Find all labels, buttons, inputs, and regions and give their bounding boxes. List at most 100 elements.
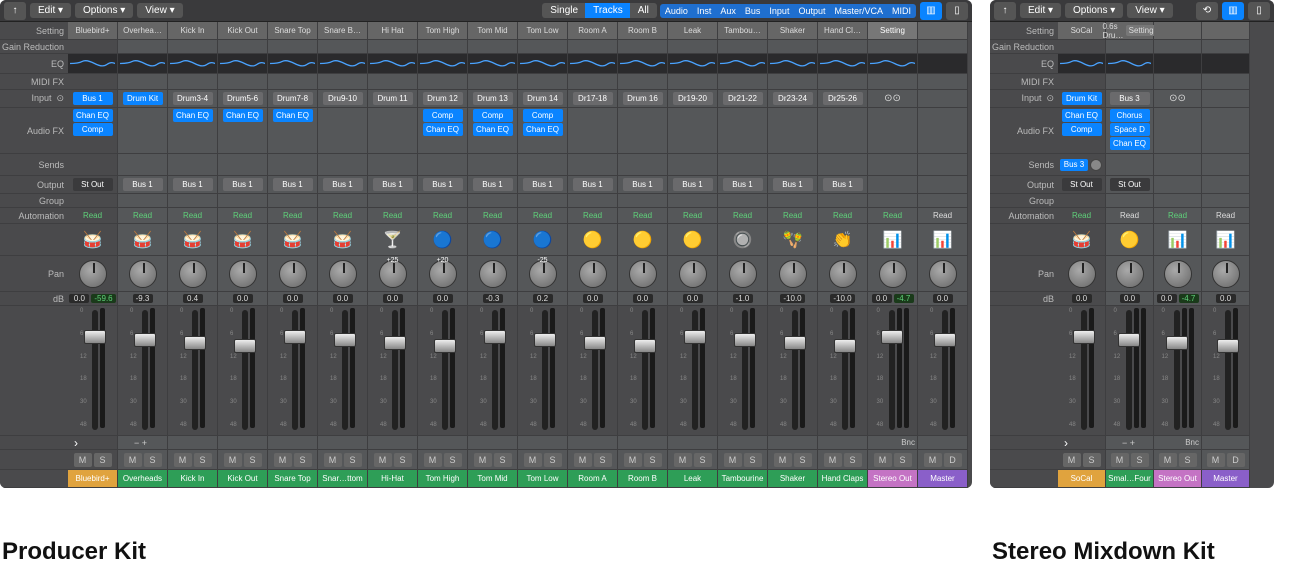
audiofx-slot[interactable]: Chorus xyxy=(1110,109,1150,122)
input-cell[interactable]: Dr19-20 xyxy=(668,90,717,108)
mute-button[interactable]: M xyxy=(924,453,942,467)
group-cell[interactable] xyxy=(868,194,917,208)
track-name[interactable]: Tom Low xyxy=(518,470,567,488)
output-cell[interactable]: Bus 1 xyxy=(568,176,617,194)
mute-button[interactable]: M xyxy=(174,453,192,467)
output-cell[interactable]: St Out xyxy=(1058,176,1105,194)
fader[interactable]: 0612183048 xyxy=(1058,306,1105,436)
group-cell[interactable] xyxy=(1202,194,1249,208)
midifx-cell[interactable] xyxy=(418,74,467,90)
eq-display[interactable] xyxy=(68,54,117,74)
solo-button[interactable]: S xyxy=(1131,453,1149,467)
filter-inst[interactable]: Inst xyxy=(692,4,717,18)
pan-knob[interactable] xyxy=(568,256,617,292)
eq-display[interactable] xyxy=(418,54,467,74)
group-cell[interactable] xyxy=(1154,194,1201,208)
pan-knob[interactable] xyxy=(168,256,217,292)
setting-cell[interactable] xyxy=(1202,22,1249,40)
track-name[interactable]: Stereo Out xyxy=(868,470,917,488)
midifx-cell[interactable] xyxy=(68,74,117,90)
fader[interactable]: 0612183048 xyxy=(568,306,617,436)
setting-cell[interactable]: 0.6s Dru… Setting xyxy=(1106,22,1153,40)
mute-button[interactable]: M xyxy=(424,453,442,467)
audiofx-slot[interactable]: Chan EQ xyxy=(273,109,313,122)
filter-output[interactable]: Output xyxy=(793,4,830,18)
input-cell[interactable]: Dr17-18 xyxy=(568,90,617,108)
midifx-cell[interactable] xyxy=(318,74,367,90)
mute-button[interactable]: M xyxy=(374,453,392,467)
eq-display[interactable] xyxy=(868,54,917,74)
fader[interactable]: 0612183048 xyxy=(168,306,217,436)
fader[interactable]: 0612183048 xyxy=(668,306,717,436)
pan-knob[interactable] xyxy=(1106,256,1153,292)
solo-button[interactable]: S xyxy=(594,453,612,467)
solo-button[interactable]: S xyxy=(894,453,912,467)
filter-midi[interactable]: MIDI xyxy=(887,4,916,18)
midifx-cell[interactable] xyxy=(818,74,867,90)
automation-cell[interactable]: Read xyxy=(218,208,267,224)
output-cell[interactable]: Bus 1 xyxy=(718,176,767,194)
solo-button[interactable]: S xyxy=(494,453,512,467)
pan-knob[interactable] xyxy=(1202,256,1249,292)
eq-display[interactable] xyxy=(568,54,617,74)
group-cell[interactable] xyxy=(918,194,967,208)
input-cell[interactable]: Drum 13 xyxy=(468,90,517,108)
midifx-cell[interactable] xyxy=(468,74,517,90)
automation-cell[interactable]: Read xyxy=(868,208,917,224)
input-cell[interactable]: Drum 12 xyxy=(418,90,467,108)
pan-knob[interactable] xyxy=(1154,256,1201,292)
output-cell[interactable] xyxy=(918,176,967,194)
midifx-cell[interactable] xyxy=(568,74,617,90)
input-cell[interactable]: Drum Kit xyxy=(1058,90,1105,108)
automation-cell[interactable]: Read xyxy=(68,208,117,224)
setting-cell[interactable]: Tambou… xyxy=(718,22,767,40)
track-name[interactable]: Hand Claps xyxy=(818,470,867,488)
output-cell[interactable]: St Out xyxy=(68,176,117,194)
output-cell[interactable]: Bus 1 xyxy=(468,176,517,194)
setting-cell[interactable]: Bluebird+ xyxy=(68,22,117,40)
audiofx-slot[interactable]: Comp xyxy=(523,109,563,122)
fader[interactable]: 0612183048 xyxy=(368,306,417,436)
link-icon[interactable]: ⟲ xyxy=(1196,2,1218,20)
eq-display[interactable] xyxy=(368,54,417,74)
setting-cell[interactable]: Room B xyxy=(618,22,667,40)
output-cell[interactable]: Bus 1 xyxy=(368,176,417,194)
mute-button[interactable]: M xyxy=(674,453,692,467)
back-icon[interactable]: ↑ xyxy=(994,2,1016,20)
input-cell[interactable]: Drum 14 xyxy=(518,90,567,108)
eq-display[interactable] xyxy=(468,54,517,74)
audiofx-slot[interactable]: Comp xyxy=(423,109,463,122)
eq-display[interactable] xyxy=(1106,54,1153,74)
filter-aux[interactable]: Aux xyxy=(715,4,741,18)
track-name[interactable]: Tom Mid xyxy=(468,470,517,488)
mode-tracks[interactable]: Tracks xyxy=(585,3,631,18)
automation-cell[interactable]: Read xyxy=(1154,208,1201,224)
solo-button[interactable]: S xyxy=(344,453,362,467)
input-cell[interactable]: Drum3-4 xyxy=(168,90,217,108)
eq-display[interactable] xyxy=(768,54,817,74)
filter-audio[interactable]: Audio xyxy=(660,4,693,18)
group-cell[interactable] xyxy=(668,194,717,208)
fader[interactable]: 0612183048 xyxy=(68,306,117,436)
solo-button[interactable]: S xyxy=(94,453,112,467)
automation-cell[interactable]: Read xyxy=(368,208,417,224)
midifx-cell[interactable] xyxy=(1106,74,1153,90)
eq-display[interactable] xyxy=(718,54,767,74)
solo-button[interactable]: S xyxy=(844,453,862,467)
fader[interactable]: 0612183048 xyxy=(468,306,517,436)
setting-cell[interactable]: Tom Mid xyxy=(468,22,517,40)
output-cell[interactable]: Bus 1 xyxy=(118,176,167,194)
output-cell[interactable] xyxy=(868,176,917,194)
solo-button[interactable]: S xyxy=(394,453,412,467)
input-cell[interactable]: Drum 16 xyxy=(618,90,667,108)
input-cell[interactable]: Drum 11 xyxy=(368,90,417,108)
audiofx-slot[interactable]: Chan EQ xyxy=(73,109,113,122)
pan-knob[interactable] xyxy=(918,256,967,292)
mute-button[interactable]: M xyxy=(1063,453,1081,467)
fader[interactable]: 0612183048 xyxy=(818,306,867,436)
eq-display[interactable] xyxy=(1058,54,1105,74)
eq-display[interactable] xyxy=(918,54,967,74)
solo-button[interactable]: S xyxy=(644,453,662,467)
pan-knob[interactable]: +25 xyxy=(368,256,417,292)
automation-cell[interactable]: Read xyxy=(118,208,167,224)
